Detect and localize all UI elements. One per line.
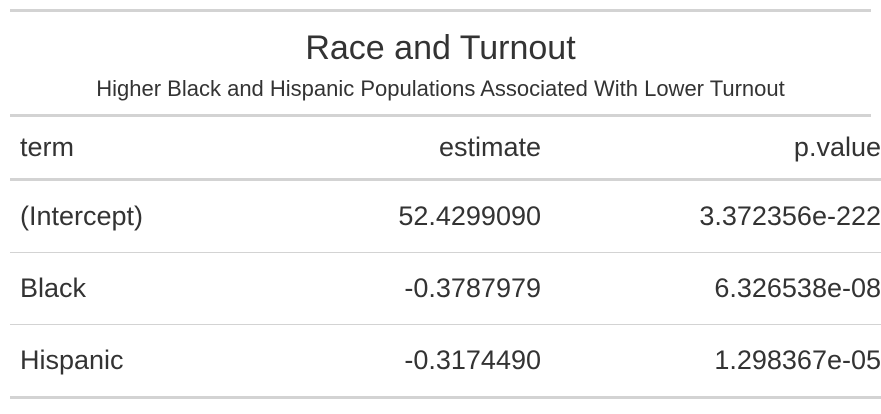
table-body: (Intercept) 52.4299090 3.372356e-222 Bla… — [10, 179, 881, 399]
regression-table: Race and Turnout Higher Black and Hispan… — [10, 9, 881, 399]
table-row: Hispanic -0.3174490 1.298367e-05 — [10, 324, 881, 399]
cell-estimate: -0.3787979 — [251, 252, 551, 325]
table-row: (Intercept) 52.4299090 3.372356e-222 — [10, 179, 881, 253]
cell-term: (Intercept) — [10, 179, 251, 253]
heading-rule — [10, 114, 871, 117]
header-row: term estimate p.value — [10, 117, 881, 181]
table-row: Black -0.3787979 6.326538e-08 — [10, 252, 881, 325]
results-table: term estimate p.value (Intercept) 52.429… — [10, 117, 881, 399]
top-rule — [10, 9, 871, 12]
cell-p-value: 3.372356e-222 — [551, 179, 881, 253]
cell-estimate: 52.4299090 — [251, 179, 551, 253]
cell-p-value: 6.326538e-08 — [551, 252, 881, 325]
table-header: term estimate p.value — [10, 117, 881, 181]
cell-estimate: -0.3174490 — [251, 324, 551, 399]
cell-term: Hispanic — [10, 324, 251, 399]
column-header-term: term — [10, 117, 251, 181]
cell-p-value: 1.298367e-05 — [551, 324, 881, 399]
table-subtitle: Higher Black and Hispanic Populations As… — [96, 76, 785, 101]
cell-term: Black — [10, 252, 251, 325]
column-header-estimate: estimate — [251, 117, 551, 181]
table-title: Race and Turnout — [305, 29, 576, 67]
column-header-p-value: p.value — [551, 117, 881, 181]
